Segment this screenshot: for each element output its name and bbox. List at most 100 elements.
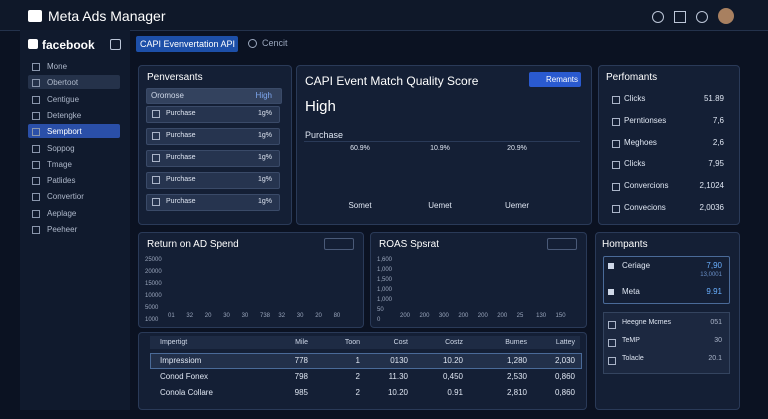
list-box bbox=[603, 312, 730, 374]
sidebar-icon[interactable] bbox=[110, 39, 121, 50]
list-name: Tolacle bbox=[622, 355, 644, 362]
x-tick-label: 20 bbox=[204, 313, 212, 319]
conversion-row[interactable] bbox=[146, 194, 280, 211]
table-cell: Conola Collare bbox=[160, 388, 213, 397]
panel-title: Hompants bbox=[602, 239, 648, 250]
api-button-label[interactable]: CAPI Evenvertation API bbox=[140, 39, 236, 49]
conversion-row[interactable] bbox=[146, 128, 280, 145]
nav-icon bbox=[32, 160, 40, 169]
table-cell: 0130 bbox=[390, 356, 408, 365]
row-icon bbox=[152, 132, 160, 140]
messages-icon[interactable] bbox=[696, 11, 708, 23]
table-header-cell: Toon bbox=[344, 339, 360, 346]
x-tick-label: 80 bbox=[333, 313, 341, 319]
y-tick-label: 1000 bbox=[145, 317, 159, 323]
nav-item: Sempbort bbox=[47, 127, 82, 137]
nav-item: Patlides bbox=[47, 176, 76, 186]
nav-item: Obertoot bbox=[47, 78, 79, 88]
nav-highlight[interactable] bbox=[28, 75, 120, 90]
highlight-name: Meta bbox=[622, 287, 640, 296]
conversion-event: Purchase bbox=[166, 132, 196, 139]
quality-level: High bbox=[305, 98, 336, 115]
x-tick-label: 200 bbox=[477, 313, 488, 319]
x-tick-label: 32 bbox=[186, 313, 194, 319]
table-cell: 2,030 bbox=[554, 356, 575, 365]
nav-icon bbox=[32, 226, 40, 234]
table-cell: 10.20 bbox=[387, 388, 408, 397]
table-header-cell: Bumes bbox=[505, 339, 527, 346]
y-tick-label: 15000 bbox=[145, 281, 162, 287]
panel bbox=[138, 232, 364, 328]
logo bbox=[28, 10, 42, 22]
row-icon bbox=[612, 183, 620, 192]
x-tick-label: 25 bbox=[516, 313, 524, 319]
table-cell: 0,450 bbox=[442, 372, 463, 381]
nav-icon bbox=[32, 209, 40, 218]
y-tick-label: 1,000 bbox=[377, 287, 393, 293]
metric-value: 7,6 bbox=[712, 115, 724, 125]
table-header-cell: Mile bbox=[295, 339, 308, 346]
table-cell: 11.30 bbox=[388, 372, 408, 381]
x-tick-label: 20 bbox=[315, 313, 322, 319]
x-tick-label: 200 bbox=[458, 313, 469, 319]
table-cell: Conod Fonex bbox=[160, 372, 209, 381]
row-icon bbox=[612, 205, 620, 213]
button-label: Remants bbox=[546, 75, 579, 84]
row-highlight[interactable] bbox=[150, 353, 582, 369]
funnel-label: Uemet bbox=[428, 201, 452, 210]
x-tick-label: 200 bbox=[400, 313, 411, 319]
remants-button[interactable] bbox=[529, 72, 581, 87]
top-bar: Meta Ads Manager bbox=[0, 0, 768, 31]
x-tick-label: 130 bbox=[536, 313, 547, 319]
conversion-event: Purchase bbox=[166, 176, 196, 183]
funnel-label: Uemer bbox=[504, 201, 529, 210]
table-cell: 778 bbox=[294, 356, 308, 365]
table-cell: 2,530 bbox=[506, 372, 527, 381]
x-tick-label: 738 bbox=[260, 313, 271, 319]
notifications-icon[interactable] bbox=[652, 11, 664, 23]
row-icon bbox=[608, 339, 616, 347]
funnel-value: 10.9% bbox=[430, 145, 450, 152]
nav-icon bbox=[32, 95, 40, 104]
search-input[interactable]: Cencit bbox=[262, 38, 288, 48]
avatar[interactable] bbox=[718, 8, 734, 24]
x-tick-label: 30 bbox=[223, 313, 230, 319]
table-header-cell: Cost bbox=[393, 339, 408, 346]
share-icon[interactable] bbox=[674, 11, 686, 23]
header-cell: High bbox=[255, 91, 272, 100]
list-name: TeMP bbox=[622, 337, 640, 344]
highlight-value: 7,90 bbox=[706, 261, 722, 270]
facebook-icon bbox=[28, 39, 38, 49]
conversion-row[interactable] bbox=[146, 172, 280, 189]
metric-value: 2,6 bbox=[712, 137, 724, 147]
funnel-value: 20.9% bbox=[507, 145, 527, 152]
sidebar: facebook bbox=[20, 30, 130, 410]
table-cell: 0,860 bbox=[554, 372, 575, 381]
nav-icon bbox=[32, 63, 40, 71]
row-icon bbox=[608, 321, 616, 329]
y-tick-label: 10000 bbox=[145, 293, 162, 299]
y-tick-label: 1,000 bbox=[377, 297, 393, 303]
funnel-value: 60.9% bbox=[350, 145, 370, 152]
metric-name: Clicks bbox=[624, 159, 646, 169]
table-cell: 2 bbox=[355, 388, 360, 397]
table-cell: 1 bbox=[355, 356, 360, 365]
table-cell: 1,280 bbox=[506, 356, 527, 365]
api-button[interactable] bbox=[136, 36, 238, 52]
metric-name: Convercions bbox=[624, 181, 669, 191]
chart-control[interactable] bbox=[547, 238, 577, 250]
conversion-row[interactable] bbox=[146, 150, 280, 167]
table-cell: 798 bbox=[294, 372, 308, 381]
row-icon bbox=[612, 96, 620, 104]
event-name: Purchase bbox=[305, 130, 344, 140]
row-icon bbox=[608, 289, 614, 295]
panel bbox=[296, 65, 592, 225]
nav-highlight[interactable] bbox=[28, 124, 120, 139]
chart-control[interactable] bbox=[324, 238, 354, 250]
divider bbox=[304, 141, 580, 142]
row-icon bbox=[152, 154, 160, 162]
conversion-row[interactable] bbox=[146, 106, 280, 123]
x-tick-label: 30 bbox=[241, 313, 249, 319]
search-icon bbox=[248, 39, 257, 48]
